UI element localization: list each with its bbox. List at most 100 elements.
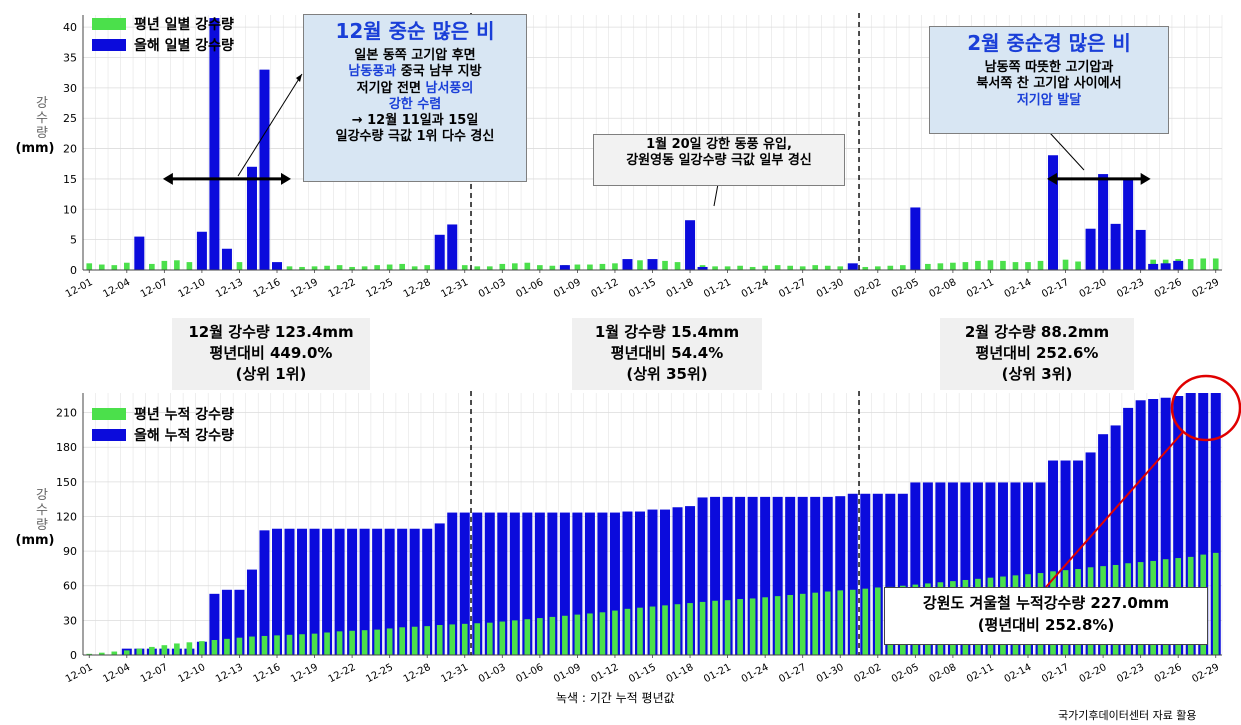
this-year-bar xyxy=(384,528,395,655)
y-tick-label: 60 xyxy=(63,580,77,593)
normal-bar xyxy=(862,588,869,655)
x-tick-label: 02-08 xyxy=(927,662,958,685)
legend-swatch xyxy=(92,408,126,420)
this-year-bar xyxy=(259,69,270,271)
this-year-bar xyxy=(960,482,971,655)
this-year-bar xyxy=(1098,174,1109,270)
normal-bar xyxy=(674,262,681,270)
y-label-unit: (mm) xyxy=(15,533,55,548)
arrow-head xyxy=(281,172,292,185)
top-y-axis-label: 강 수 량 (mm) xyxy=(16,96,62,156)
normal-bar xyxy=(461,265,468,270)
normal-bar xyxy=(950,262,956,270)
x-tick-label: 02-26 xyxy=(1153,277,1184,300)
normal-bar xyxy=(199,641,205,655)
normal-bar xyxy=(399,263,405,270)
this-year-bar xyxy=(1085,228,1096,270)
this-year-bar xyxy=(697,497,708,655)
normal-bar xyxy=(486,622,493,655)
x-tick-label: 01-30 xyxy=(815,662,846,685)
normal-bar xyxy=(161,645,168,655)
normal-bar xyxy=(1187,259,1194,270)
x-tick-label: 12-04 xyxy=(101,277,132,300)
x-tick-label: 02-26 xyxy=(1153,662,1184,685)
this-year-bar xyxy=(935,482,946,655)
normal-bar xyxy=(1012,262,1019,270)
normal-bar xyxy=(361,630,368,655)
callout-line: 강원도 겨울철 누적강수량 227.0mm xyxy=(922,594,1170,612)
callout-line: 저기압 전면 xyxy=(356,80,426,96)
this-year-bar xyxy=(284,528,295,655)
y-tick-label: 0 xyxy=(70,649,77,662)
x-tick-label: 12-10 xyxy=(176,662,207,685)
normal-bar xyxy=(887,265,894,270)
legend-label: 올해 누적 강수량 xyxy=(134,427,234,444)
normal-bar xyxy=(599,612,606,655)
normal-bar xyxy=(1062,259,1069,270)
normal-bar xyxy=(724,600,731,655)
this-year-bar xyxy=(1198,393,1209,655)
january-east-wind-callout: 1월 20일 강한 동풍 유입, 강원영동 일강수량 극값 일부 경신 xyxy=(593,134,845,186)
x-tick-label: 01-15 xyxy=(627,662,658,685)
this-year-bar xyxy=(134,236,145,270)
normal-bar xyxy=(599,263,606,270)
x-tick-label: 12-07 xyxy=(139,662,170,685)
this-year-bar xyxy=(1110,223,1121,270)
y-tick-label: 5 xyxy=(70,234,77,247)
this-year-bar xyxy=(1148,399,1159,655)
this-year-bar xyxy=(985,482,996,655)
this-year-bar xyxy=(685,506,696,655)
normal-bar xyxy=(386,628,393,655)
this-year-bar xyxy=(559,512,570,655)
summary-line: 평년대비 252.6% xyxy=(975,344,1099,362)
normal-bar xyxy=(349,630,355,655)
normal-bar xyxy=(236,262,243,270)
callout-line: 1월 20일 강한 동풍 유입, xyxy=(646,137,792,152)
normal-bar xyxy=(812,592,819,655)
normal-bar xyxy=(787,265,793,270)
this-year-bar xyxy=(1098,434,1109,655)
this-year-bar xyxy=(1073,460,1084,655)
normal-bar xyxy=(512,263,518,270)
this-year-bar xyxy=(1135,229,1146,270)
this-year-bar xyxy=(434,234,445,270)
callout-line: 남동쪽 따뜻한 고기압과 xyxy=(984,60,1114,75)
callout-highlight: 남서풍의 xyxy=(425,80,474,96)
normal-bar xyxy=(311,266,318,270)
normal-bar xyxy=(424,626,431,655)
normal-bar xyxy=(286,266,293,270)
normal-bar xyxy=(98,264,105,270)
callout-title: 2월 중순경 많은 비 xyxy=(967,31,1131,55)
this-year-bar xyxy=(972,482,983,655)
normal-bar xyxy=(662,260,668,270)
normal-bar xyxy=(499,621,506,655)
normal-bar xyxy=(411,626,418,655)
this-year-bar xyxy=(1185,393,1196,655)
normal-bar xyxy=(637,260,643,270)
january-summary: 1월 강수량 15.4mm 평년대비 54.4% (상위 35위) xyxy=(572,318,762,390)
normal-bar xyxy=(474,623,481,655)
normal-bar xyxy=(549,265,556,270)
x-tick-label: 02-29 xyxy=(1190,662,1221,685)
normal-bar xyxy=(86,653,93,655)
x-tick-label: 02-17 xyxy=(1040,662,1071,685)
normal-bar xyxy=(824,265,831,270)
normal-bar xyxy=(261,635,268,655)
footer-note: 녹색 : 기간 누적 평년값 xyxy=(556,691,675,705)
normal-bar xyxy=(962,262,969,270)
x-tick-label: 01-12 xyxy=(590,277,621,300)
normal-bar xyxy=(537,618,543,655)
normal-bar xyxy=(799,593,806,655)
this-year-bar xyxy=(422,528,433,655)
normal-bar xyxy=(286,634,293,655)
this-year-bar xyxy=(910,207,921,270)
callout-pointer xyxy=(713,183,719,207)
legend-swatch xyxy=(92,429,126,441)
y-tick-label: 35 xyxy=(63,52,77,65)
y-tick-label: 30 xyxy=(63,614,77,627)
this-year-bar xyxy=(885,493,896,655)
normal-bar xyxy=(1212,258,1219,270)
normal-bar xyxy=(449,624,456,655)
